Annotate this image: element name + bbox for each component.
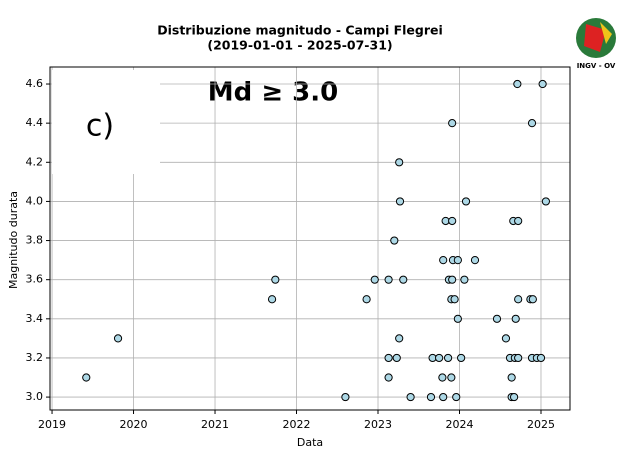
point [267,295,277,304]
point [438,373,447,382]
y-tick-label: 4.0 [26,194,44,207]
point [82,373,91,382]
point [514,353,523,363]
point [514,295,523,304]
point [501,334,511,343]
label-box [52,70,160,174]
point [538,79,547,89]
point [392,353,401,363]
y-tick-label: 3.0 [26,390,44,403]
point [390,236,399,245]
point [399,275,408,284]
plot-area: 2019 2020 2021 2022 2023 2024 2025 3.0 3.2 3.4 3.6… [26,66,571,431]
y-tick-label: 3.4 [26,312,44,325]
point [527,119,537,128]
y-tick-label: 3.8 [26,234,44,247]
y-tick-label: 4.6 [26,77,44,90]
point [541,197,550,206]
x-tick-label: 2022 [283,418,311,431]
x-tick-label: 2025 [527,418,555,431]
point [271,275,280,284]
y-tick-label: 4.2 [26,155,44,168]
logo-text: INGV - OV [577,62,616,70]
point [453,314,462,323]
y-tick-label: 3.2 [26,351,44,364]
point [435,353,444,363]
point [514,216,523,226]
point [443,353,453,363]
point [439,392,448,402]
chart-title: Distribuzione magnitudo - Campi Flegrei [157,23,443,38]
logo-shape [584,24,606,52]
x-tick-label: 2024 [445,418,473,431]
point [528,295,537,304]
point [460,275,469,284]
plot-frame [49,66,571,411]
chart-subtitle: (2019-01-01 - 2025-07-31) [207,38,392,53]
x-tick-label: 2020 [120,418,148,431]
point [457,353,466,363]
point [448,119,457,128]
x-tick-label: 2019 [38,418,66,431]
point [511,314,520,323]
point [453,256,462,265]
point [384,353,393,363]
x-tick-label: 2021 [201,418,229,431]
y-axis-label: Magnitudo durata [7,191,20,289]
point [450,295,459,304]
annotation: c) [86,109,114,144]
annotation: Md ≥ 3.0 [208,78,338,108]
point [507,373,516,382]
x-axis-label: Data [297,436,323,449]
point [395,334,404,343]
point [341,392,350,402]
point [439,256,448,265]
point [513,79,522,89]
point [384,373,393,382]
point [113,334,123,343]
x-tick-label: 2023 [364,418,392,431]
point [470,256,480,265]
point [370,275,379,284]
point [448,275,457,284]
point [395,158,404,167]
point [362,295,371,304]
point [536,353,546,363]
point [452,392,461,402]
point [492,314,502,323]
logo-shape [600,22,612,44]
point [384,275,393,284]
logo: INGV - OV [576,18,616,70]
point [395,197,405,206]
y-tick-label: 3.6 [26,273,44,286]
y-tick-label: 4.4 [26,116,44,129]
point [447,373,456,382]
point [448,216,457,226]
point [461,197,471,206]
point [406,392,415,402]
point [509,392,519,402]
point [426,392,436,402]
